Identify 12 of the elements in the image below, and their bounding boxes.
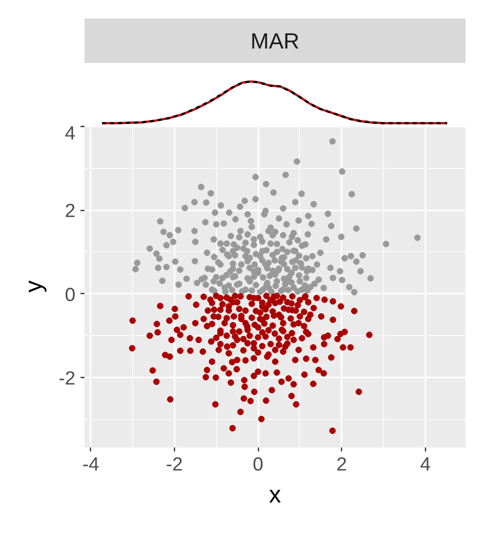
x-tick-label: -4: [82, 454, 100, 476]
y-tick-label: 0: [64, 284, 76, 306]
chart-title: MAR: [250, 28, 300, 54]
x-axis-title: x: [269, 482, 281, 508]
y-axis-title: y: [20, 280, 48, 292]
x-tick-label: 0: [252, 454, 264, 476]
y-tick-label: -2: [58, 368, 76, 390]
y-tick-label: 4: [64, 124, 76, 144]
x-tick-label: 2: [336, 454, 347, 476]
x-tick-label: 4: [420, 454, 432, 476]
y-tick-label: 2: [64, 201, 76, 222]
x-tick-label: -2: [166, 454, 183, 476]
